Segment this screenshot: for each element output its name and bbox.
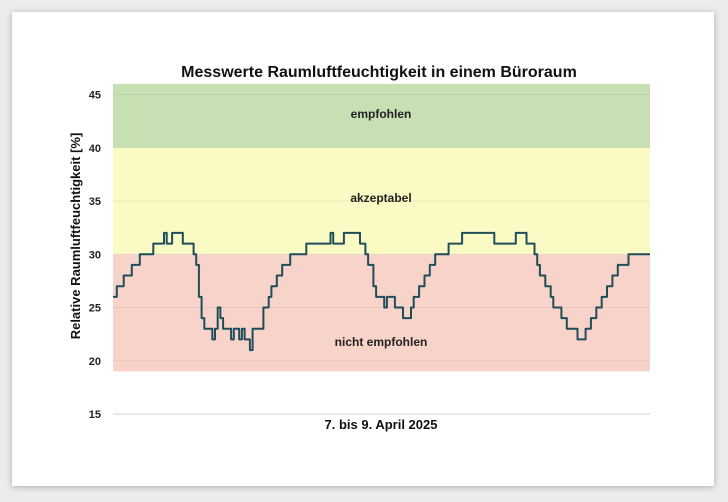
y-tick-label: 20 — [89, 356, 101, 368]
y-tick-label: 40 — [89, 143, 101, 155]
zone-labels: empfohlen akzeptabel nicht empfohlen — [335, 107, 428, 349]
y-axis-label: Relative Raumluftfeuchtigkeit [%] — [68, 133, 83, 340]
zone-band-0 — [113, 83, 650, 148]
y-tick-label: 45 — [89, 90, 101, 102]
humidity-series-line — [113, 231, 650, 352]
y-tick-label: 15 — [89, 409, 101, 421]
x-axis-label: 7. bis 9. April 2025 — [325, 417, 438, 432]
zone-label-1: akzeptabel — [350, 191, 411, 205]
zone-label-2: nicht empfohlen — [335, 335, 428, 349]
y-tick-label: 30 — [89, 249, 101, 261]
zone-band-2 — [113, 254, 650, 372]
zones-layer — [113, 83, 650, 372]
chart-title: Messwerte Raumluftfeuchtigkeit in einem … — [181, 64, 577, 81]
y-axis-ticks: 15 20 25 30 35 40 45 — [89, 90, 101, 422]
y-tick-label: 35 — [89, 196, 101, 208]
zone-band-1 — [113, 147, 650, 255]
y-tick-label: 25 — [89, 303, 101, 315]
zone-label-0: empfohlen — [351, 107, 412, 121]
